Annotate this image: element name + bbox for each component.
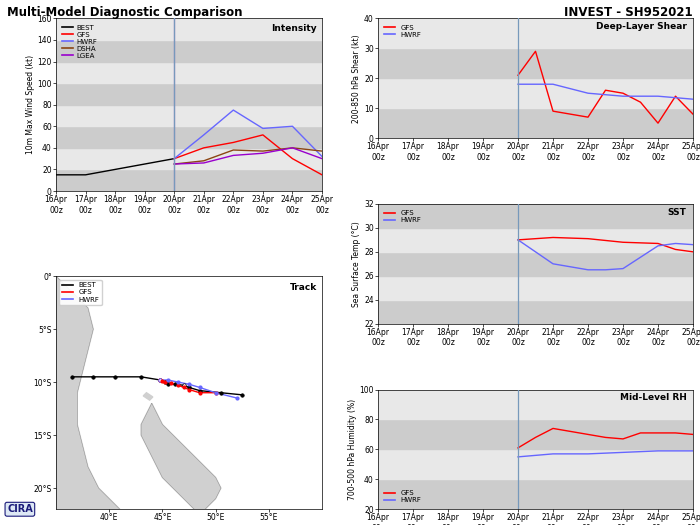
Bar xyxy=(378,78,693,108)
Polygon shape xyxy=(56,276,120,509)
Legend: BEST, GFS, HWRF, DSHA, LGEA: BEST, GFS, HWRF, DSHA, LGEA xyxy=(60,22,100,61)
Bar xyxy=(378,252,693,276)
Y-axis label: 200-850 hPa Shear (kt): 200-850 hPa Shear (kt) xyxy=(352,34,361,122)
Bar xyxy=(56,104,322,127)
Y-axis label: Sea Surface Temp (°C): Sea Surface Temp (°C) xyxy=(352,221,361,307)
Bar xyxy=(56,127,322,148)
Bar xyxy=(378,419,693,449)
Bar xyxy=(378,48,693,78)
Legend: BEST, GFS, HWRF: BEST, GFS, HWRF xyxy=(60,280,102,306)
Bar xyxy=(56,61,322,83)
Bar xyxy=(378,204,693,228)
Bar xyxy=(378,390,693,419)
Legend: GFS, HWRF: GFS, HWRF xyxy=(382,22,424,40)
Bar xyxy=(378,276,693,300)
Legend: GFS, HWRF: GFS, HWRF xyxy=(382,487,424,506)
Bar xyxy=(378,449,693,479)
Bar xyxy=(56,148,322,170)
Polygon shape xyxy=(141,403,221,509)
Text: Intensity: Intensity xyxy=(271,24,316,33)
Text: CIRA: CIRA xyxy=(7,504,33,514)
Bar xyxy=(56,18,322,40)
Bar xyxy=(56,170,322,191)
Bar xyxy=(378,300,693,324)
Bar xyxy=(56,40,322,61)
Y-axis label: 700-500 hPa Humidity (%): 700-500 hPa Humidity (%) xyxy=(348,399,356,500)
Text: Mid-Level RH: Mid-Level RH xyxy=(620,393,687,402)
Bar xyxy=(378,18,693,48)
Text: SST: SST xyxy=(668,207,687,216)
Y-axis label: 10m Max Wind Speed (kt): 10m Max Wind Speed (kt) xyxy=(26,55,34,154)
Bar xyxy=(378,228,693,252)
Bar xyxy=(378,108,693,138)
Text: INVEST - SH952021: INVEST - SH952021 xyxy=(564,6,693,19)
Bar xyxy=(56,83,322,104)
Bar xyxy=(378,479,693,509)
Text: Deep-Layer Shear: Deep-Layer Shear xyxy=(596,22,687,31)
Text: Track: Track xyxy=(289,283,316,292)
Polygon shape xyxy=(144,393,153,400)
Text: Multi-Model Diagnostic Comparison: Multi-Model Diagnostic Comparison xyxy=(7,6,242,19)
Legend: GFS, HWRF: GFS, HWRF xyxy=(382,207,424,226)
